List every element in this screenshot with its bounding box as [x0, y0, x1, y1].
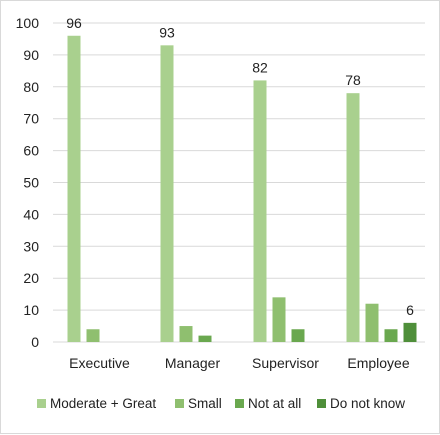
- bar: [346, 93, 360, 343]
- data-label: 78: [345, 72, 361, 88]
- bar: [253, 80, 267, 343]
- y-tick-label: 0: [31, 334, 39, 350]
- y-tick-label: 100: [16, 15, 40, 31]
- bar: [291, 329, 305, 342]
- x-tick-label: Manager: [165, 355, 221, 371]
- x-tick-label: Executive: [69, 355, 130, 371]
- x-tick-label: Supervisor: [252, 355, 319, 371]
- data-label: 96: [66, 15, 82, 31]
- bar: [365, 303, 379, 342]
- bar: [198, 335, 212, 342]
- legend-label: Small: [188, 396, 222, 411]
- bar: [67, 35, 81, 342]
- y-tick-label: 40: [23, 206, 39, 222]
- legend-swatch: [175, 399, 184, 408]
- y-tick-label: 10: [23, 302, 39, 318]
- legend-label: Not at all: [248, 396, 301, 411]
- y-tick-label: 30: [23, 238, 39, 254]
- bar: [160, 45, 174, 343]
- data-label: 6: [406, 302, 414, 318]
- y-tick-label: 80: [23, 79, 39, 95]
- data-label: 82: [252, 59, 268, 75]
- y-tick-label: 20: [23, 270, 39, 286]
- data-label: 93: [159, 24, 175, 40]
- legend-swatch: [317, 399, 326, 408]
- x-tick-label: Employee: [347, 355, 409, 371]
- bar: [384, 329, 398, 342]
- bar: [86, 329, 100, 342]
- y-tick-label: 60: [23, 143, 39, 159]
- y-tick-label: 70: [23, 111, 39, 127]
- y-tick-label: 50: [23, 175, 39, 191]
- legend-label: Moderate + Great: [50, 396, 156, 411]
- bar: [403, 322, 417, 342]
- legend-swatch: [37, 399, 46, 408]
- y-tick-label: 90: [23, 47, 39, 63]
- bar: [272, 297, 286, 342]
- legend-swatch: [235, 399, 244, 408]
- bar: [179, 326, 193, 342]
- legend-label: Do not know: [330, 396, 405, 411]
